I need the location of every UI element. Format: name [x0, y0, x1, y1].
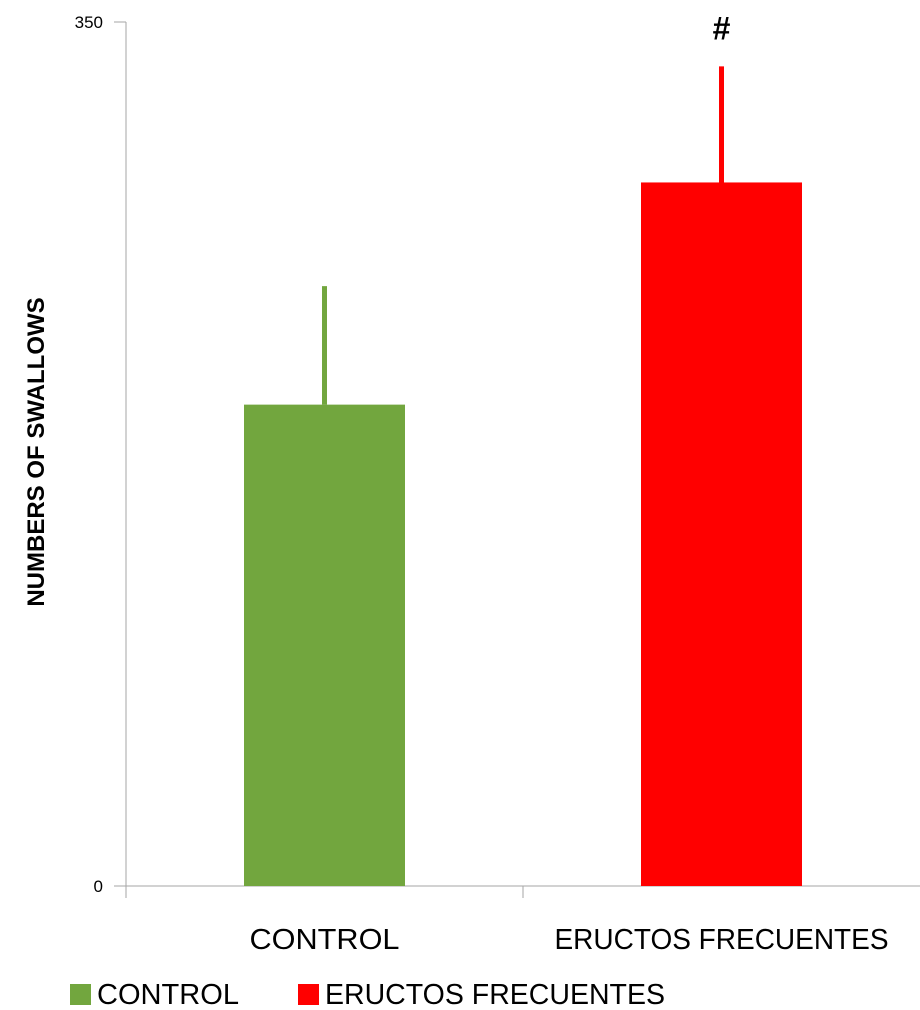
bar-eructos-frecuentes [641, 182, 802, 886]
x-tick-label: ERUCTOS FRECUENTES [555, 924, 889, 956]
y-tick-label: 0 [94, 877, 103, 896]
y-tick-label: 350 [75, 13, 103, 32]
legend-swatch-control [70, 984, 91, 1005]
bar-control [244, 404, 405, 886]
legend-label-control: CONTROL [97, 979, 239, 1005]
significance-annotation: # [713, 10, 731, 46]
x-tick-label: CONTROL [250, 924, 400, 956]
legend-swatch-eructos-frecuentes [298, 984, 319, 1005]
y-axis-label: NUMBERS OF SWALLOWS [23, 297, 50, 606]
legend-label-eructos-frecuentes: ERUCTOS FRECUENTES [325, 979, 665, 1005]
